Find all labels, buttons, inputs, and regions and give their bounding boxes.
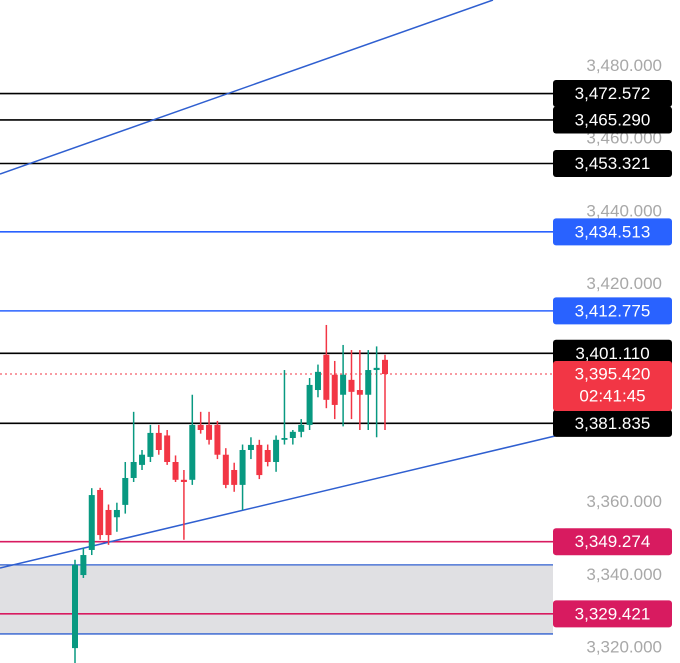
tags-layer: 3,472.572 3,465.290 3,453.321 3,434.513 3,41…	[553, 80, 672, 628]
candle-body	[130, 461, 137, 478]
candle-body	[189, 424, 196, 480]
axis-layer: 3,480.0003,460.0003,440.0003,420.0003,36…	[586, 56, 662, 657]
price-tag	[553, 409, 672, 437]
candle-body	[314, 371, 321, 391]
candle-body	[172, 461, 179, 480]
candle-body	[88, 495, 95, 550]
candle-body	[72, 564, 78, 649]
price-tag	[553, 297, 672, 325]
candle-body	[306, 384, 313, 425]
zone	[0, 564, 553, 634]
y-tick-label: 3,480.000	[586, 56, 662, 75]
lines-layer	[0, 92, 553, 615]
candle-body	[331, 374, 338, 405]
current-price-tag	[553, 360, 672, 411]
y-tick-label: 3,440.000	[586, 201, 662, 220]
candle-body	[239, 449, 246, 485]
y-tick-label: 3,420.000	[586, 274, 662, 293]
candle-body	[122, 477, 129, 505]
price-tag	[553, 528, 672, 556]
current-price-label: 3,395.420	[575, 364, 651, 383]
candle-body	[147, 432, 154, 457]
price-tag-label: 3,412.775	[575, 301, 651, 320]
candle-body	[348, 379, 355, 392]
price-tag	[553, 106, 672, 134]
price-tag	[553, 218, 672, 246]
candle-body	[164, 435, 171, 462]
candle-body	[105, 509, 112, 536]
candle-body	[206, 424, 213, 440]
candle-body	[214, 424, 221, 455]
candle-body	[139, 454, 146, 465]
candle-body	[256, 444, 263, 476]
candle-body	[247, 444, 254, 450]
trend-line	[0, 0, 494, 175]
price-tag-label: 3,472.572	[575, 84, 651, 103]
candles-layer	[72, 324, 388, 663]
price-tag-label: 3,329.421	[575, 604, 651, 623]
candle-body	[273, 439, 280, 462]
candle-body	[264, 449, 271, 462]
candle-body	[155, 432, 162, 450]
price-tag	[553, 339, 672, 367]
y-tick-label: 3,340.000	[586, 565, 662, 584]
candle-body	[289, 431, 296, 439]
candle-body	[356, 390, 363, 395]
candle-body	[180, 479, 187, 482]
candle-body	[323, 354, 330, 400]
price-tag-label: 3,453.321	[575, 154, 651, 173]
candle-body	[231, 469, 238, 485]
candle-body	[197, 424, 204, 431]
countdown: 02:41:45	[579, 386, 645, 405]
candle-body	[80, 555, 87, 576]
price-tag-label: 3,349.274	[575, 532, 651, 551]
candle-body	[340, 374, 347, 395]
candle-body	[281, 438, 288, 440]
candle-body	[365, 370, 372, 395]
candle-body	[373, 367, 380, 371]
price-tag	[553, 149, 672, 177]
candle-body	[222, 454, 229, 485]
candle-body	[113, 509, 120, 518]
y-tick-label: 3,360.000	[586, 492, 662, 511]
zone-layer	[0, 564, 553, 635]
price-tag	[553, 80, 672, 108]
candle-body	[97, 489, 104, 536]
candle-body	[382, 359, 388, 375]
price-tag	[553, 600, 672, 628]
price-tag-label: 3,381.835	[575, 414, 651, 433]
price-tag-label: 3,434.513	[575, 222, 651, 241]
y-tick-label: 3,320.000	[586, 638, 662, 657]
candle-body	[298, 424, 305, 432]
price-tag-label: 3,465.290	[575, 110, 651, 129]
price-tag-label: 3,401.110	[575, 344, 649, 363]
